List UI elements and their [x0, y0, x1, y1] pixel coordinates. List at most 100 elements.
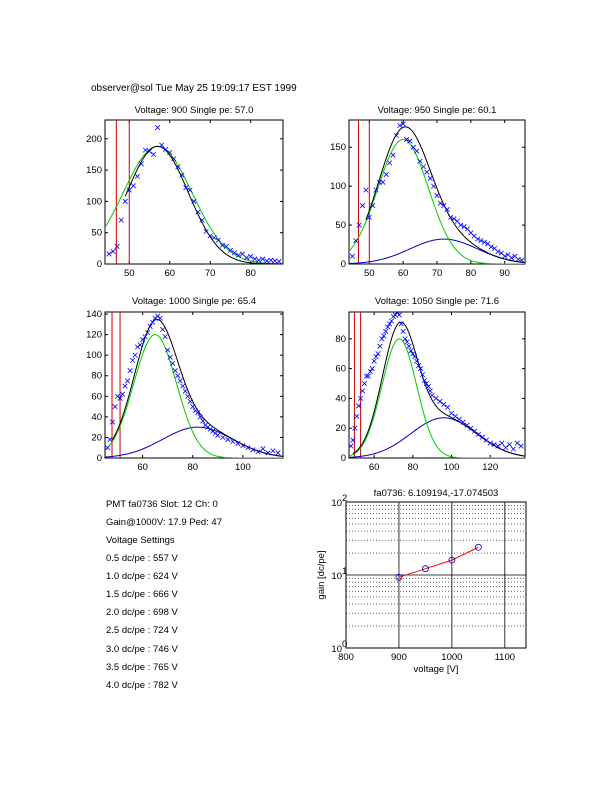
data-point — [478, 238, 484, 244]
plot-frame — [104, 119, 284, 265]
data-point — [179, 172, 185, 178]
data-point — [191, 198, 197, 204]
data-point — [137, 342, 143, 348]
x-tick-label: 70 — [205, 268, 216, 279]
plot-area — [349, 312, 525, 458]
gain-point — [448, 556, 456, 564]
voltage-setting-5: 3.0 dc/pe : 746 V — [106, 643, 178, 655]
data-point — [417, 158, 423, 164]
data-point — [367, 369, 373, 375]
data-point — [475, 236, 481, 242]
data-point — [187, 398, 193, 405]
data-point — [175, 373, 181, 379]
data-point — [106, 251, 112, 257]
data-point — [417, 366, 424, 372]
data-point — [437, 398, 443, 404]
data-point — [203, 228, 209, 235]
data-point — [451, 216, 457, 222]
voltage-setting-0: 0.5 dc/pe : 557 V — [106, 553, 178, 564]
data-point — [479, 434, 486, 440]
data-point — [404, 339, 410, 345]
y-tick-label: 140 — [86, 309, 102, 320]
data-point — [240, 443, 246, 449]
data-point — [361, 380, 368, 387]
data-point — [461, 224, 467, 230]
data-point — [358, 395, 364, 401]
histogram-plot-1: 50 60 70 80 90 0 50 100 150 — [330, 119, 526, 279]
data-point — [146, 148, 153, 154]
data-point — [207, 233, 213, 239]
data-point — [227, 247, 233, 253]
data-point — [252, 256, 258, 262]
y-tick-exponent: 0 — [342, 639, 347, 650]
x-axis-label: voltage [V] — [414, 664, 459, 675]
y-tick-exponent: 1 — [342, 566, 347, 577]
data-point — [488, 244, 494, 250]
data-point — [167, 354, 173, 360]
fit-total — [124, 145, 283, 264]
data-point — [424, 169, 430, 175]
data-point — [119, 391, 126, 397]
y-tick-label: 150 — [86, 165, 102, 176]
data-point — [447, 214, 454, 220]
data-point — [394, 312, 400, 315]
data-point — [420, 164, 427, 170]
data-point — [157, 315, 163, 321]
data-point — [419, 371, 426, 378]
x-tick-label: 800 — [338, 652, 354, 663]
gain-point — [395, 573, 403, 581]
fit-gauss-2 — [105, 426, 283, 458]
x-tick-label: 100 — [444, 462, 460, 473]
plot-title-900: Voltage: 900 Single pe: 57.0 — [134, 105, 254, 116]
data-point — [199, 217, 205, 223]
y-tick-exponent: 2 — [342, 493, 347, 504]
data-point — [445, 404, 451, 410]
voltage-setting-7: 4.0 dc/pe : 782 V — [106, 679, 178, 691]
data-point — [163, 146, 169, 153]
fit-total — [352, 321, 525, 457]
data-point — [441, 401, 447, 407]
y-tick-label: 120 — [86, 330, 102, 341]
data-point — [393, 132, 399, 139]
data-point — [366, 214, 372, 220]
x-tick-label: 100 — [235, 462, 251, 473]
gain-plot-title: fa0736: 6.109194,-17.074503 — [373, 488, 499, 499]
data-point — [383, 328, 389, 334]
data-point — [256, 257, 262, 263]
data-point — [499, 440, 505, 446]
x-tick-label: 120 — [482, 462, 498, 473]
plot-frame — [348, 311, 526, 459]
data-point — [183, 185, 189, 191]
data-point — [400, 328, 406, 334]
data-point — [423, 380, 429, 387]
data-point — [380, 179, 386, 185]
x-tick-label: 60 — [398, 268, 409, 279]
data-point — [460, 419, 466, 425]
data-point — [182, 388, 188, 394]
voltage-setting-2: 1.5 dc/pe : 666 V — [106, 589, 178, 601]
data-point — [452, 413, 458, 419]
y-tick-label: 100 — [86, 196, 102, 207]
plot-title-1050: Voltage: 1050 Single pe: 71.6 — [374, 296, 500, 307]
data-point — [373, 187, 379, 193]
data-point — [506, 442, 513, 448]
data-point — [270, 448, 276, 454]
data-point — [403, 136, 410, 143]
fit-gauss-1 — [105, 334, 283, 458]
y-tick-label: 0 — [97, 259, 102, 270]
data-point — [127, 368, 133, 374]
plot-frame — [345, 501, 527, 649]
y-tick-label: 100 — [330, 181, 346, 192]
data-point — [264, 258, 270, 264]
data-point — [433, 395, 439, 401]
data-point — [260, 256, 266, 262]
data-point — [147, 323, 153, 329]
x-tick-label: 70 — [432, 268, 443, 279]
data-point — [140, 337, 146, 343]
y-tick-label: 50 — [91, 228, 102, 239]
voltage-setting-1: 1.0 dc/pe : 624 V — [106, 571, 178, 583]
data-point — [225, 436, 231, 443]
data-point — [138, 161, 144, 167]
data-point — [371, 358, 377, 364]
data-point — [472, 428, 478, 434]
